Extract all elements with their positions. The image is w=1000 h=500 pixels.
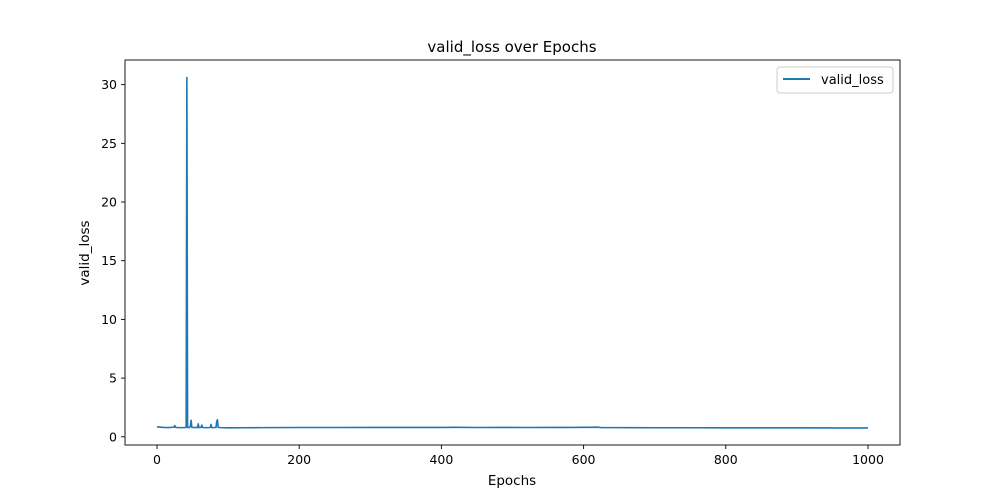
x-tick-label: 600 [572,452,596,467]
y-tick-label: 5 [109,371,117,386]
x-tick-label: 200 [287,452,311,467]
legend-box [776,66,894,94]
y-tick-label: 25 [101,136,117,151]
x-tick-label: 400 [429,452,453,467]
y-tick-label: 10 [101,312,117,327]
x-tick-label: 0 [153,452,161,467]
legend: valid_loss [776,66,894,94]
series-layer [156,76,868,429]
y-tick-label: 30 [101,77,117,92]
chart-title: valid_loss over Epochs [427,38,596,57]
y-tick-label: 15 [101,253,117,268]
plot-area [125,60,900,445]
x-tick-label: 800 [714,452,738,467]
plot-frame [124,59,901,446]
x-axis-title: Epochs [488,473,536,489]
y-axis-title: valid_loss [77,220,93,285]
x-tick-label: 1000 [852,452,884,467]
legend-label-valid-loss: valid_loss [821,73,884,88]
y-tick-label: 0 [109,429,117,444]
y-tick-label: 20 [101,195,117,210]
x-axis: 0 200 400 600 800 1000 [153,445,884,467]
series-line-valid-loss [156,76,868,429]
y-axis: 0 5 10 15 20 25 30 [101,77,125,444]
